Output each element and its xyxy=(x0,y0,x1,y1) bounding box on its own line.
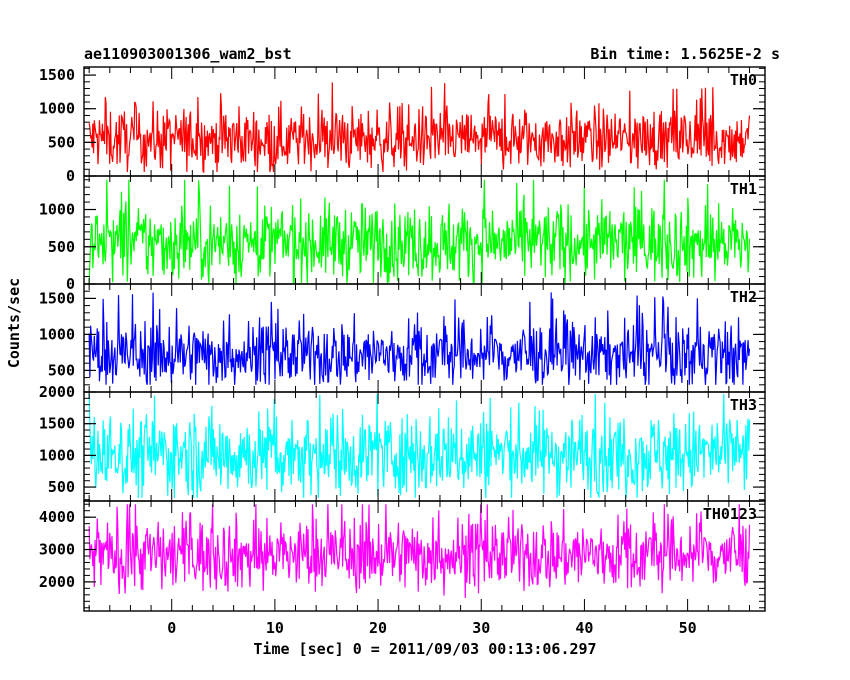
y-tick-label: 0 xyxy=(66,167,75,185)
y-tick-label: 1000 xyxy=(39,325,75,343)
y-tick-label: 3000 xyxy=(39,541,75,559)
bin-time-label: Bin time: 1.5625E-2 s xyxy=(590,45,780,63)
y-tick-label: 2000 xyxy=(39,383,75,401)
x-tick-label: 0 xyxy=(167,619,176,637)
y-tick-label: 0 xyxy=(66,275,75,293)
x-tick-label: 10 xyxy=(266,619,284,637)
y-tick-label: 1500 xyxy=(39,66,75,84)
y-tick-label: 1000 xyxy=(39,446,75,464)
panel-label-th2: TH2 xyxy=(730,288,757,306)
series-line-th0123 xyxy=(88,504,751,599)
y-tick-label: 500 xyxy=(48,361,75,379)
panel-th2: 500 1000 1500 TH2 xyxy=(39,283,766,393)
x-axis-label: Time [sec] 0 = 2011/09/03 00:13:06.297 xyxy=(253,640,596,658)
y-tick-label: 1500 xyxy=(39,415,75,433)
x-tick-label: 20 xyxy=(369,619,387,637)
y-tick-label: 500 xyxy=(48,238,75,256)
x-tick-label: 40 xyxy=(575,619,593,637)
panel-label-th1: TH1 xyxy=(730,180,757,198)
series-line-th0 xyxy=(88,82,751,174)
panel-th3: 500 1000 1500 2000 TH3 xyxy=(39,383,766,502)
y-axis-label: Counts/sec xyxy=(5,278,23,368)
panel-label-th3: TH3 xyxy=(730,396,757,414)
series-line-th3 xyxy=(88,393,751,498)
panel-label-th0123: TH0123 xyxy=(703,505,757,523)
series-line-th2 xyxy=(88,292,751,385)
x-tick-label: 30 xyxy=(472,619,490,637)
panel-th1: 0 500 1000 TH1 xyxy=(39,175,766,293)
panel-th0123: 2000 3000 4000 TH0123 xyxy=(39,500,766,612)
x-tick-label: 50 xyxy=(679,619,697,637)
x-axis-tick-labels: 0 10 20 30 40 50 xyxy=(167,619,696,637)
y-tick-label: 1000 xyxy=(39,201,75,219)
chart-title: ae110903001306_wam2_bst xyxy=(84,45,292,63)
y-tick-label: 500 xyxy=(48,478,75,496)
y-tick-label: 1000 xyxy=(39,100,75,118)
y-tick-label: 2000 xyxy=(39,573,75,591)
y-tick-label: 4000 xyxy=(39,508,75,526)
panel-label-th0: TH0 xyxy=(730,71,757,89)
panel-th0: 0 500 1000 1500 TH0 xyxy=(39,66,766,185)
y-tick-label: 500 xyxy=(48,133,75,151)
y-tick-label: 1500 xyxy=(39,289,75,307)
panels-group: 0 500 1000 1500 TH0 0 500 1000 TH1 500 1000 1500 TH2… xyxy=(39,66,766,612)
series-line-th1 xyxy=(88,179,751,285)
